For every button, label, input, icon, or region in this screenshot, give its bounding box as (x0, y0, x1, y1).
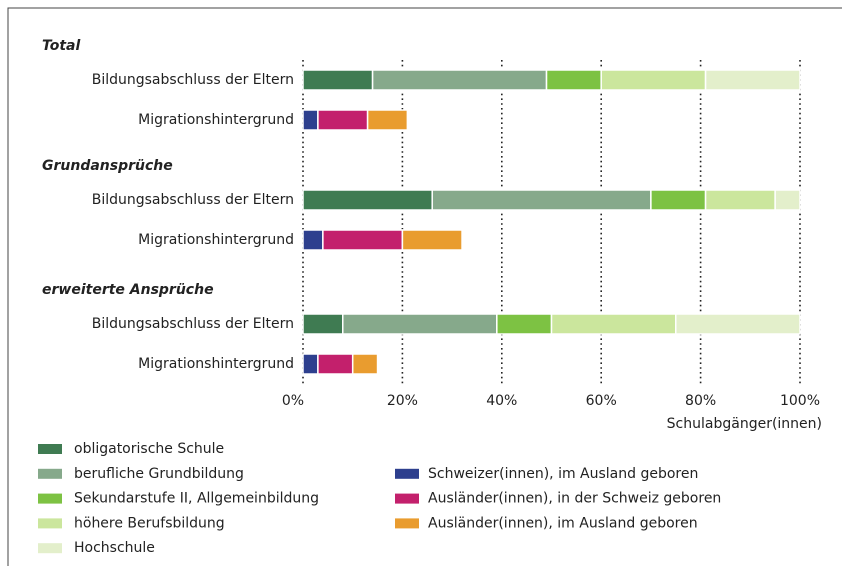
bar-segment (401, 229, 463, 251)
bar-segment (550, 313, 677, 335)
legend-label: Ausländer(innen), in der Schweiz geboren (428, 491, 721, 507)
legend-label: obligatorische Schule (74, 441, 224, 457)
bar-segment (302, 313, 344, 335)
legend-swatch (395, 493, 419, 504)
frame (7, 7, 842, 566)
legend-label: berufliche Grundbildung (74, 466, 244, 482)
bar-segment (302, 229, 324, 251)
bar-segment (302, 189, 433, 211)
category-label: Migrationshintergrund (138, 112, 294, 128)
bar-segment (371, 69, 548, 91)
bar-segment (302, 109, 319, 131)
x-tick-label: 100% (780, 393, 820, 409)
bar-segment (302, 353, 319, 375)
bar-segment (351, 353, 379, 375)
bar-segment (496, 313, 553, 335)
bar-segment (366, 109, 409, 131)
legend-label: Hochschule (74, 540, 155, 556)
x-tick-label: 0% (282, 393, 304, 409)
bar-segment (675, 313, 801, 335)
legend-label: Schweizer(innen), im Ausland geboren (428, 466, 698, 482)
bar-segment (704, 189, 776, 211)
legend-label: Sekundarstufe II, Allgemeinbildung (74, 491, 319, 507)
group-title: erweiterte Ansprüche (42, 282, 214, 298)
bar-segment (431, 189, 652, 211)
x-axis-label: Schulabgänger(innen) (667, 416, 822, 432)
legend-swatch (38, 444, 62, 454)
legend-swatch (395, 518, 419, 529)
legend-swatch (38, 518, 62, 529)
category-label: Migrationshintergrund (138, 356, 294, 372)
bar-segment (704, 69, 801, 91)
bar-segment (322, 229, 404, 251)
bar-segment (774, 189, 801, 211)
legend-swatch (38, 493, 62, 504)
x-tick-label: 80% (685, 393, 716, 409)
group-title: Grundansprüche (42, 158, 173, 174)
legend-swatch (38, 543, 62, 554)
bar-segment (317, 109, 369, 131)
bar-segment (302, 69, 374, 91)
legend-label: höhere Berufsbildung (74, 515, 225, 531)
category-label: Bildungsabschluss der Eltern (92, 192, 294, 208)
group-title: Total (42, 38, 81, 54)
x-tick-label: 20% (387, 393, 418, 409)
category-label: Bildungsabschluss der Eltern (92, 316, 294, 332)
category-label: Bildungsabschluss der Eltern (92, 72, 294, 88)
bar-segment (650, 189, 707, 211)
bar-segment (317, 353, 354, 375)
bar-segment (545, 69, 602, 91)
bar-segment (600, 69, 707, 91)
x-tick-label: 60% (586, 393, 617, 409)
legend-swatch (395, 468, 419, 479)
legend-swatch (38, 468, 62, 479)
bar-segment (342, 313, 498, 335)
legend-label: Ausländer(innen), im Ausland geboren (428, 515, 698, 531)
category-label: Migrationshintergrund (138, 232, 294, 248)
x-tick-label: 40% (486, 393, 517, 409)
